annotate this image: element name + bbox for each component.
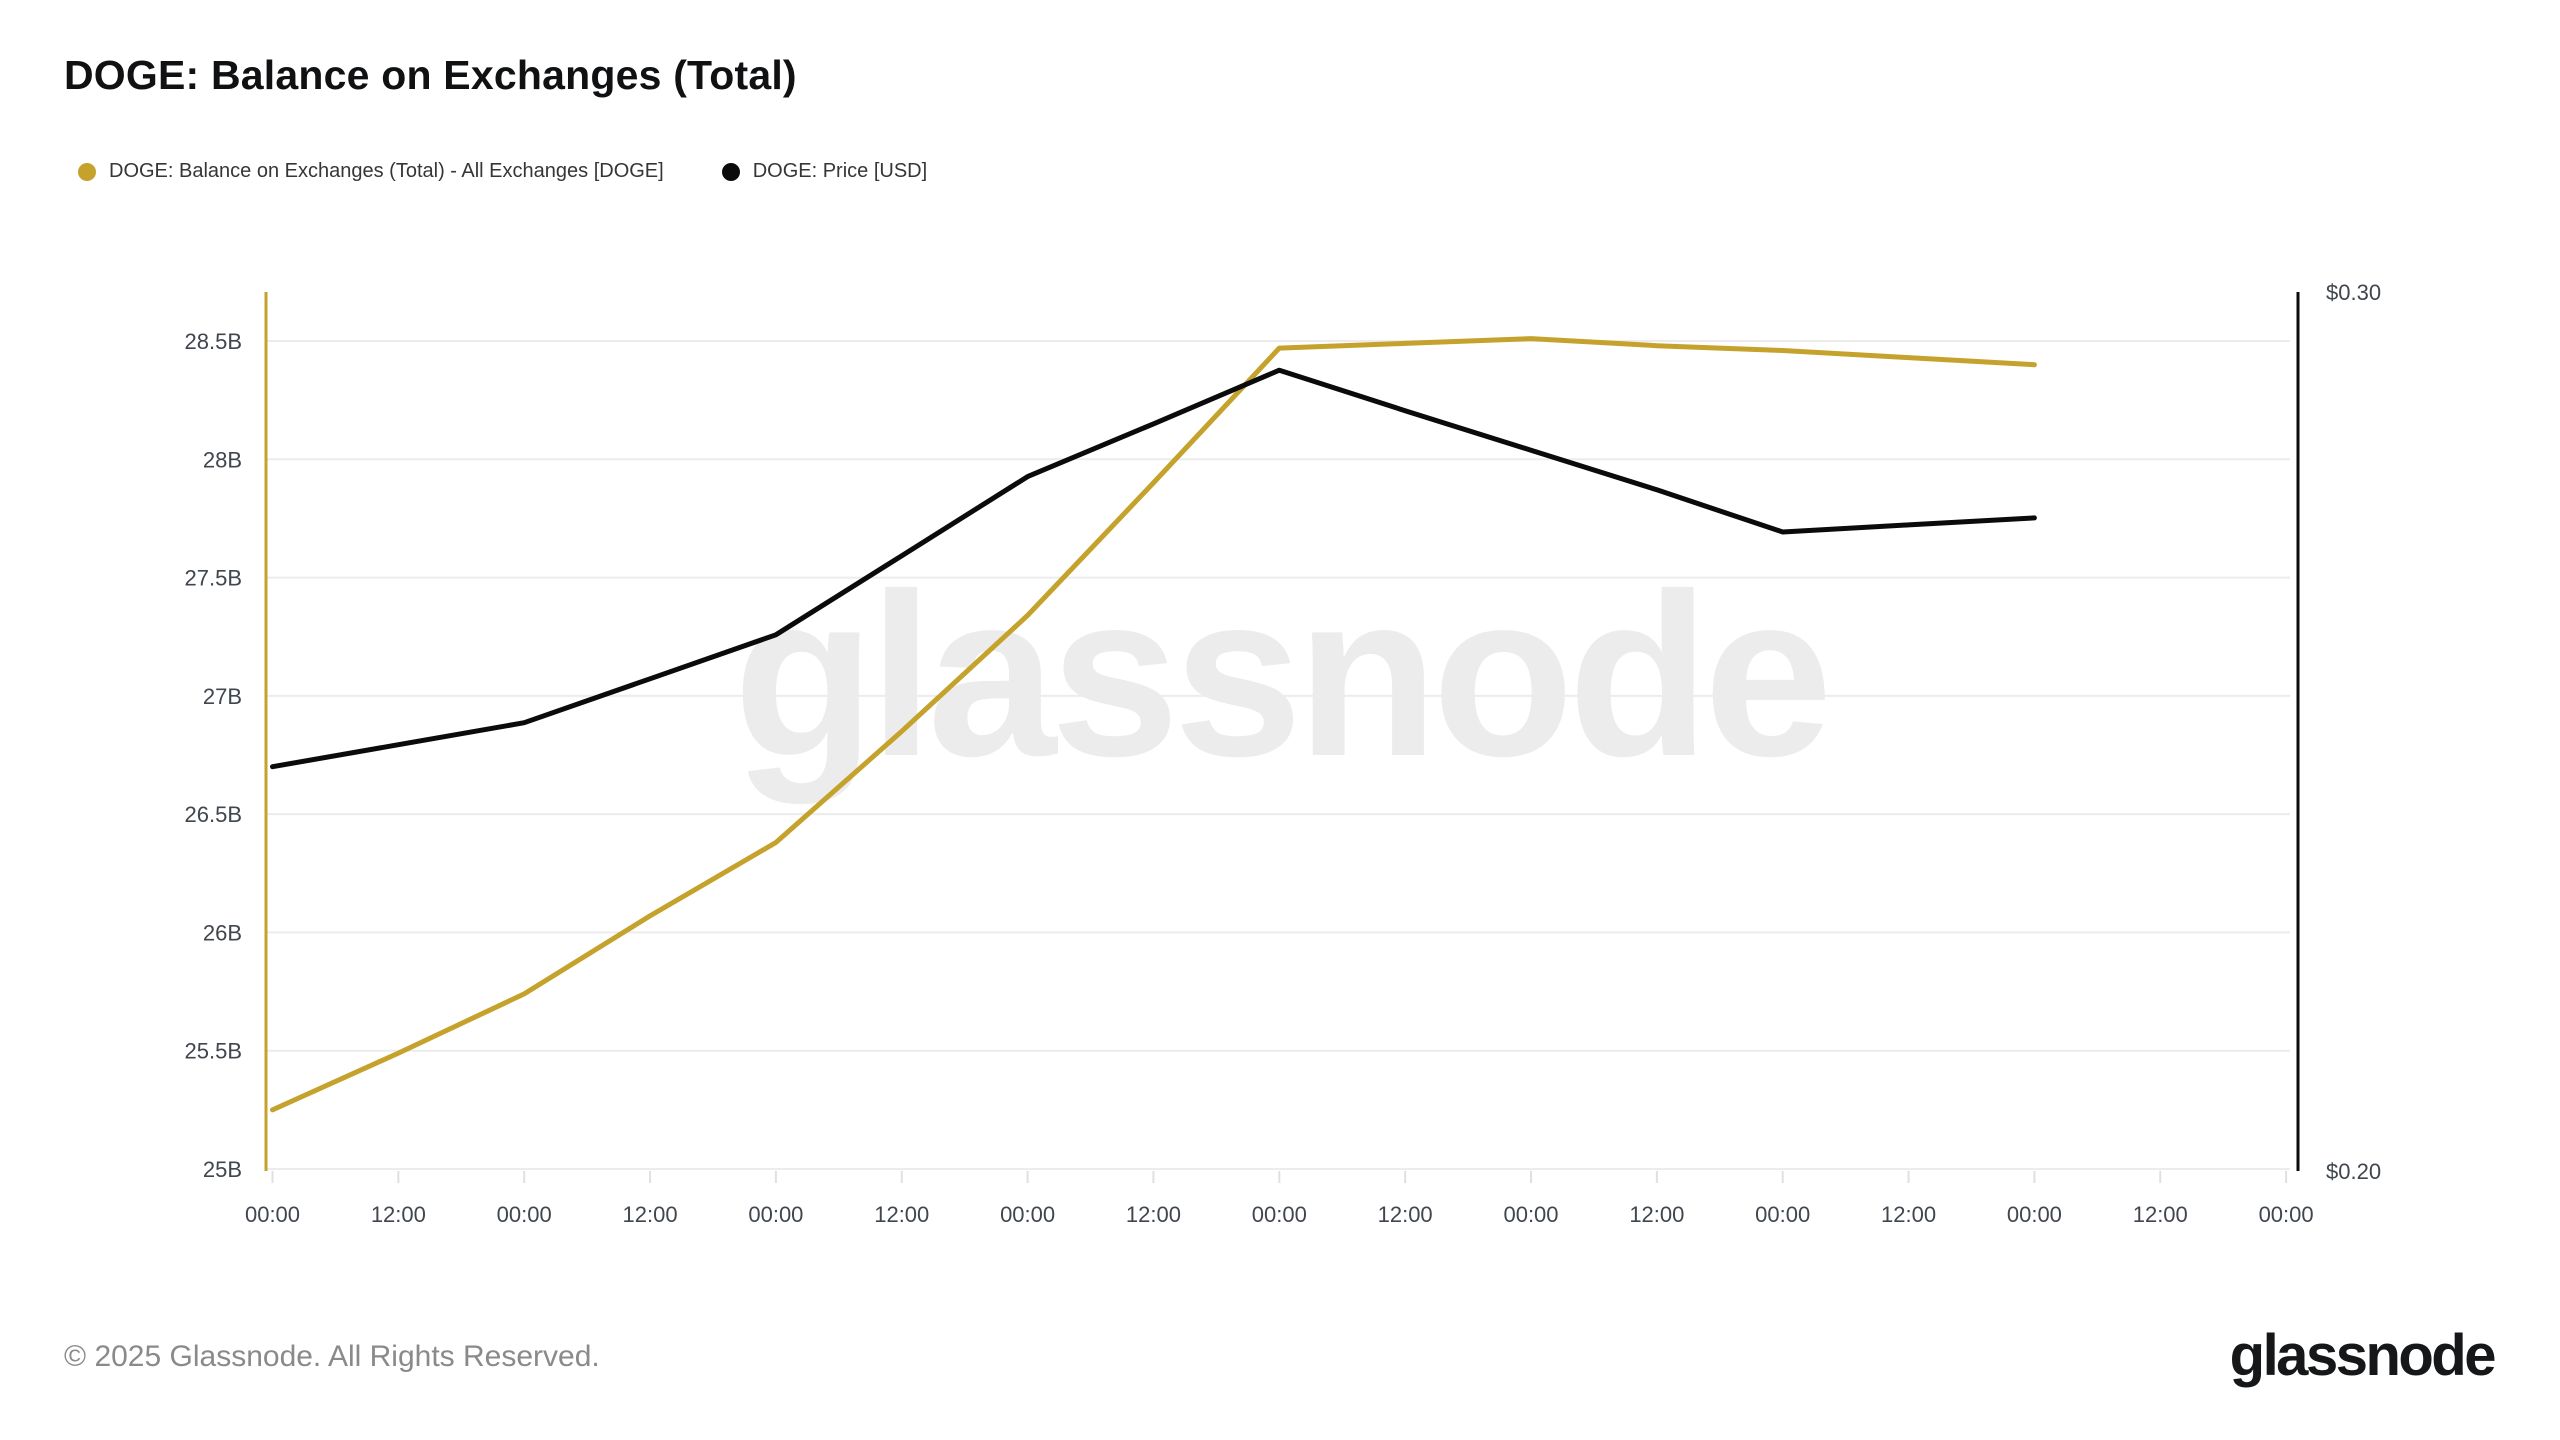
y-left-tick-label: 28.5B xyxy=(185,329,243,354)
balance-series-dot-icon xyxy=(78,162,96,181)
price-line xyxy=(270,367,2037,770)
x-tick-label: 12:00 xyxy=(371,1202,426,1227)
y-left-tick-label: 26.5B xyxy=(185,802,243,827)
legend-item-balance[interactable]: DOGE: Balance on Exchanges (Total) - All… xyxy=(78,160,664,183)
x-tick-label: 00:00 xyxy=(497,1202,552,1227)
y-left-tick-label: 25B xyxy=(203,1157,242,1182)
x-tick-label: 00:00 xyxy=(1252,1202,1307,1227)
y-right-tick-label: $0.30 xyxy=(2326,280,2381,305)
balance-line xyxy=(270,336,2037,1113)
x-tick-label: 12:00 xyxy=(874,1202,929,1227)
x-tick-label: 12:00 xyxy=(1881,1202,1936,1227)
x-tick-label: 00:00 xyxy=(1755,1202,1810,1227)
x-tick-label: 00:00 xyxy=(2007,1202,2062,1227)
x-tick-label: 12:00 xyxy=(1126,1202,1181,1227)
x-tick-label: 00:00 xyxy=(245,1202,300,1227)
copyright-text: © 2025 Glassnode. All Rights Reserved. xyxy=(64,1340,600,1373)
x-tick-label: 00:00 xyxy=(1000,1202,1055,1227)
y-left-tick-label: 28B xyxy=(203,447,242,472)
chart-legend: DOGE: Balance on Exchanges (Total) - All… xyxy=(78,160,927,183)
y-right-tick-label: $0.20 xyxy=(2326,1159,2381,1184)
legend-label-balance: DOGE: Balance on Exchanges (Total) - All… xyxy=(109,160,664,182)
x-tick-label: 00:00 xyxy=(2259,1202,2314,1227)
glassnode-logo: glassnode xyxy=(2229,1323,2497,1388)
y-left-tick-label: 27.5B xyxy=(185,566,243,591)
x-tick-label: 12:00 xyxy=(623,1202,678,1227)
page-title: DOGE: Balance on Exchanges (Total) xyxy=(64,52,797,98)
x-tick-label: 00:00 xyxy=(1503,1202,1558,1227)
x-tick-label: 00:00 xyxy=(748,1202,803,1227)
price-series-dot-icon xyxy=(721,162,740,181)
x-tick-label: 12:00 xyxy=(1629,1202,1684,1227)
x-tick-label: 12:00 xyxy=(2133,1202,2188,1227)
legend-item-price[interactable]: DOGE: Price [USD] xyxy=(721,160,928,183)
y-left-tick-label: 26B xyxy=(203,920,242,945)
y-left-tick-label: 27B xyxy=(203,684,242,709)
x-tick-label: 12:00 xyxy=(1378,1202,1433,1227)
legend-label-price: DOGE: Price [USD] xyxy=(752,160,928,182)
y-left-tick-label: 25.5B xyxy=(185,1039,243,1064)
